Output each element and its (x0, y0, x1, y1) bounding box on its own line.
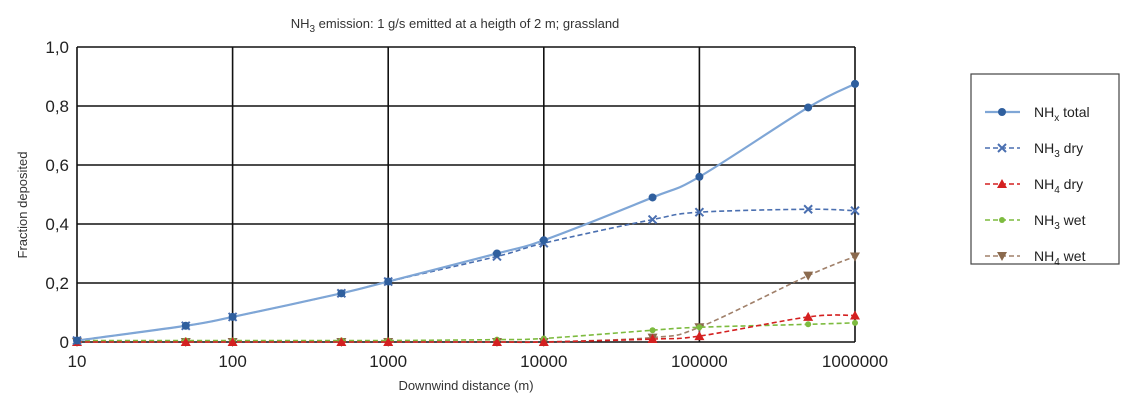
data-point (492, 249, 501, 258)
y-axis-label: Fraction deposited (15, 152, 30, 259)
title-rest: emission: 1 g/s emitted at a heigth of 2… (315, 16, 619, 31)
data-point (804, 103, 813, 112)
legend-frame (970, 73, 1120, 265)
series-line (76, 208, 856, 342)
y-tick-label: 0,2 (45, 274, 69, 293)
legend-item: NHx total (985, 104, 1090, 124)
data-point (383, 337, 394, 346)
series-layer (72, 79, 860, 347)
x-axis-label: Downwind distance (m) (398, 378, 533, 393)
data-point (850, 310, 860, 320)
x-tick-label: 1000000 (822, 352, 888, 371)
data-point (805, 321, 812, 328)
x-tick-label: 100000 (671, 352, 728, 371)
grid (76, 46, 856, 343)
data-point (337, 289, 346, 298)
data-point (851, 79, 859, 88)
legend-label: NHx total (1034, 104, 1090, 124)
data-point (694, 207, 705, 217)
title-subscript: 3 (310, 24, 316, 35)
y-tick-label: 0 (60, 333, 69, 352)
legend-label: NH3 dry (1034, 140, 1083, 160)
y-tick-label: 0,4 (45, 215, 69, 234)
series-line (77, 322, 856, 342)
data-point (648, 193, 657, 202)
y-tick-label: 1,0 (45, 38, 69, 57)
y-tick-label: 0,8 (45, 97, 69, 116)
legend-item: NH3 wet (985, 212, 1086, 232)
legend-item: NH4 wet (985, 248, 1086, 268)
legend-item: NH4 dry (985, 176, 1083, 196)
series-line (76, 255, 856, 344)
data-point (181, 321, 190, 330)
series-nh3-dry (72, 204, 860, 346)
data-point (538, 337, 549, 346)
data-point (336, 337, 347, 346)
data-point (803, 204, 813, 214)
data-point (696, 324, 703, 331)
data-point (803, 271, 814, 281)
data-point (384, 277, 393, 286)
series-nh4-dry (72, 310, 860, 346)
series-line (76, 82, 856, 342)
data-point (647, 334, 658, 344)
data-point (695, 172, 704, 181)
axes: 0 0,2 0,4 0,6 0,8 1,0 10 100 1000 10000 100000 1000… (45, 38, 888, 371)
legend-swatch-marker (997, 179, 1007, 188)
series-nhx-total (73, 79, 859, 345)
x-tick-label: 1000 (369, 352, 407, 371)
legend-swatch-marker (997, 252, 1007, 261)
title-main: NH (291, 16, 310, 31)
data-point (647, 214, 658, 225)
legend-swatch-marker (999, 217, 1005, 223)
legend-swatch-marker (997, 143, 1007, 153)
legend-label: NH4 dry (1034, 176, 1083, 196)
series-line (76, 314, 856, 344)
data-point (180, 337, 191, 346)
data-point (850, 206, 860, 216)
data-point (850, 252, 860, 262)
series-nh4-wet (72, 252, 860, 347)
legend-label: NH4 wet (1034, 248, 1086, 268)
x-tick-label: 10000 (520, 352, 567, 371)
data-point (539, 236, 548, 245)
data-point (694, 331, 705, 341)
data-point (649, 327, 656, 334)
x-tick-label: 100 (218, 352, 246, 371)
data-point (803, 311, 814, 321)
data-point (73, 336, 81, 345)
data-point (852, 319, 858, 326)
chart-title: NH3 emission: 1 g/s emitted at a heigth … (291, 16, 620, 35)
legend-item: NH3 dry (985, 140, 1083, 160)
legend-label: NH3 wet (1034, 212, 1086, 232)
y-tick-label: 0,6 (45, 156, 69, 175)
legend-swatch-marker (998, 108, 1006, 116)
legend: NHx total NH3 dry NH4 dry NH3 wet NH4 wet (970, 73, 1120, 268)
x-tick-label: 10 (68, 352, 87, 371)
data-point (228, 312, 237, 321)
data-point (491, 337, 502, 346)
series-nh3-wet (74, 319, 858, 344)
data-point (227, 337, 238, 346)
